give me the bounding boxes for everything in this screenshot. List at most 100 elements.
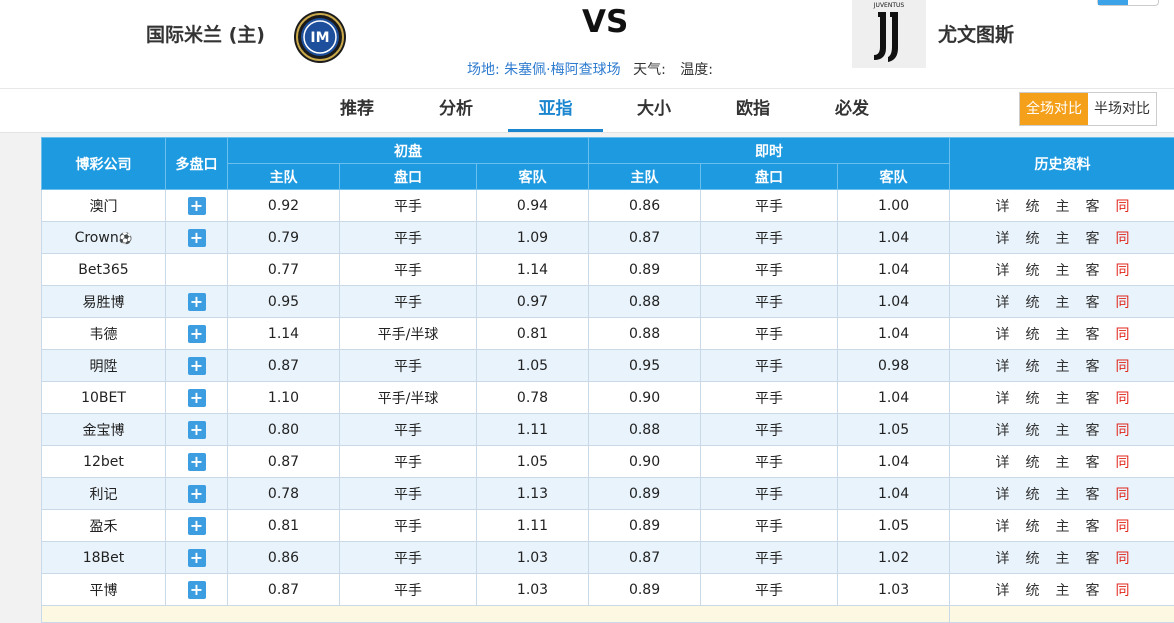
history-same-link[interactable]: 同 bbox=[1108, 484, 1138, 504]
history-stats-link[interactable]: 统 bbox=[1018, 196, 1048, 216]
expand-plus-icon[interactable]: + bbox=[188, 229, 206, 247]
company-name[interactable]: 18Bet bbox=[42, 542, 166, 574]
company-name[interactable]: 盈禾 bbox=[42, 510, 166, 542]
history-stats-link[interactable]: 统 bbox=[1018, 260, 1048, 280]
history-away-link[interactable]: 客 bbox=[1078, 452, 1108, 472]
history-home-link[interactable]: 主 bbox=[1048, 260, 1078, 280]
history-same-link[interactable]: 同 bbox=[1108, 452, 1138, 472]
history-detail-link[interactable]: 详 bbox=[988, 420, 1018, 440]
full-compare-button[interactable]: 全场对比 bbox=[1020, 93, 1088, 125]
company-name[interactable]: 韦德 bbox=[42, 318, 166, 350]
company-name[interactable]: 金宝博 bbox=[42, 414, 166, 446]
tab-analysis[interactable]: 分析 bbox=[429, 89, 483, 129]
company-name[interactable]: 10BET bbox=[42, 382, 166, 414]
history-stats-link[interactable]: 统 bbox=[1018, 420, 1048, 440]
tab-asian-handicap[interactable]: 亚指 bbox=[508, 89, 603, 132]
company-name[interactable]: 12bet bbox=[42, 446, 166, 478]
history-away-link[interactable]: 客 bbox=[1078, 548, 1108, 568]
expand-plus-icon[interactable]: + bbox=[188, 421, 206, 439]
expand-plus-icon[interactable]: + bbox=[188, 357, 206, 375]
company-name[interactable]: Bet365 bbox=[42, 254, 166, 286]
history-home-link[interactable]: 主 bbox=[1048, 452, 1078, 472]
history-stats-link[interactable]: 统 bbox=[1018, 516, 1048, 536]
home-team-name[interactable]: 国际米兰 (主) bbox=[146, 20, 265, 47]
history-same-link[interactable]: 同 bbox=[1108, 228, 1138, 248]
history-same-link[interactable]: 同 bbox=[1108, 292, 1138, 312]
expand-plus-icon[interactable]: + bbox=[188, 517, 206, 535]
history-same-link[interactable]: 同 bbox=[1108, 388, 1138, 408]
company-name[interactable]: 利记 bbox=[42, 478, 166, 510]
history-stats-link[interactable]: 统 bbox=[1018, 388, 1048, 408]
history-away-link[interactable]: 客 bbox=[1078, 516, 1108, 536]
expand-plus-icon[interactable]: + bbox=[188, 581, 206, 599]
history-home-link[interactable]: 主 bbox=[1048, 580, 1078, 600]
history-home-link[interactable]: 主 bbox=[1048, 388, 1078, 408]
history-home-link[interactable]: 主 bbox=[1048, 484, 1078, 504]
tab-european-odds[interactable]: 欧指 bbox=[726, 89, 780, 129]
company-name[interactable]: 平博 bbox=[42, 574, 166, 606]
expand-plus-icon[interactable]: + bbox=[188, 549, 206, 567]
venue-name[interactable]: 朱塞佩·梅阿查球场 bbox=[504, 62, 620, 78]
history-stats-link[interactable]: 统 bbox=[1018, 580, 1048, 600]
history-away-link[interactable]: 客 bbox=[1078, 388, 1108, 408]
history-same-link[interactable]: 同 bbox=[1108, 516, 1138, 536]
history-detail-link[interactable]: 详 bbox=[988, 356, 1018, 376]
history-stats-link[interactable]: 统 bbox=[1018, 452, 1048, 472]
company-name[interactable]: 澳门 bbox=[42, 190, 166, 222]
history-detail-link[interactable]: 详 bbox=[988, 388, 1018, 408]
history-away-link[interactable]: 客 bbox=[1078, 356, 1108, 376]
company-name[interactable]: 易胜博 bbox=[42, 286, 166, 318]
history-stats-link[interactable]: 统 bbox=[1018, 292, 1048, 312]
away-team-name[interactable]: 尤文图斯 bbox=[938, 20, 1014, 47]
history-stats-link[interactable]: 统 bbox=[1018, 324, 1048, 344]
history-away-link[interactable]: 客 bbox=[1078, 292, 1108, 312]
expand-plus-icon[interactable]: + bbox=[188, 197, 206, 215]
history-detail-link[interactable]: 详 bbox=[988, 196, 1018, 216]
history-detail-link[interactable]: 详 bbox=[988, 548, 1018, 568]
history-away-link[interactable]: 客 bbox=[1078, 420, 1108, 440]
history-stats-link[interactable]: 统 bbox=[1018, 548, 1048, 568]
history-same-link[interactable]: 同 bbox=[1108, 196, 1138, 216]
history-same-link[interactable]: 同 bbox=[1108, 420, 1138, 440]
history-stats-link[interactable]: 统 bbox=[1018, 228, 1048, 248]
tab-recommend[interactable]: 推荐 bbox=[330, 89, 384, 129]
expand-plus-icon[interactable]: + bbox=[188, 325, 206, 343]
expand-plus-icon[interactable]: + bbox=[188, 293, 206, 311]
history-stats-link[interactable]: 统 bbox=[1018, 484, 1048, 504]
expand-plus-icon[interactable]: + bbox=[188, 389, 206, 407]
history-stats-link[interactable]: 统 bbox=[1018, 356, 1048, 376]
history-home-link[interactable]: 主 bbox=[1048, 420, 1078, 440]
history-same-link[interactable]: 同 bbox=[1108, 260, 1138, 280]
history-detail-link[interactable]: 详 bbox=[988, 452, 1018, 472]
expand-plus-icon[interactable]: + bbox=[188, 485, 206, 503]
half-compare-button[interactable]: 半场对比 bbox=[1088, 93, 1156, 125]
history-same-link[interactable]: 同 bbox=[1108, 324, 1138, 344]
company-name[interactable]: Crown⚽ bbox=[42, 222, 166, 254]
history-away-link[interactable]: 客 bbox=[1078, 260, 1108, 280]
history-away-link[interactable]: 客 bbox=[1078, 324, 1108, 344]
history-away-link[interactable]: 客 bbox=[1078, 196, 1108, 216]
history-same-link[interactable]: 同 bbox=[1108, 548, 1138, 568]
company-name[interactable]: 明陞 bbox=[42, 350, 166, 382]
history-home-link[interactable]: 主 bbox=[1048, 516, 1078, 536]
history-detail-link[interactable]: 详 bbox=[988, 228, 1018, 248]
history-detail-link[interactable]: 详 bbox=[988, 484, 1018, 504]
history-away-link[interactable]: 客 bbox=[1078, 580, 1108, 600]
history-detail-link[interactable]: 详 bbox=[988, 324, 1018, 344]
history-detail-link[interactable]: 详 bbox=[988, 292, 1018, 312]
history-detail-link[interactable]: 详 bbox=[988, 260, 1018, 280]
tab-betfair[interactable]: 必发 bbox=[825, 89, 879, 129]
top-toggle[interactable] bbox=[1097, 0, 1159, 6]
tab-over-under[interactable]: 大小 bbox=[627, 89, 681, 129]
history-same-link[interactable]: 同 bbox=[1108, 580, 1138, 600]
history-home-link[interactable]: 主 bbox=[1048, 228, 1078, 248]
history-home-link[interactable]: 主 bbox=[1048, 356, 1078, 376]
history-home-link[interactable]: 主 bbox=[1048, 324, 1078, 344]
expand-plus-icon[interactable]: + bbox=[188, 453, 206, 471]
history-home-link[interactable]: 主 bbox=[1048, 548, 1078, 568]
history-away-link[interactable]: 客 bbox=[1078, 228, 1108, 248]
history-detail-link[interactable]: 详 bbox=[988, 516, 1018, 536]
history-home-link[interactable]: 主 bbox=[1048, 196, 1078, 216]
history-same-link[interactable]: 同 bbox=[1108, 356, 1138, 376]
history-home-link[interactable]: 主 bbox=[1048, 292, 1078, 312]
